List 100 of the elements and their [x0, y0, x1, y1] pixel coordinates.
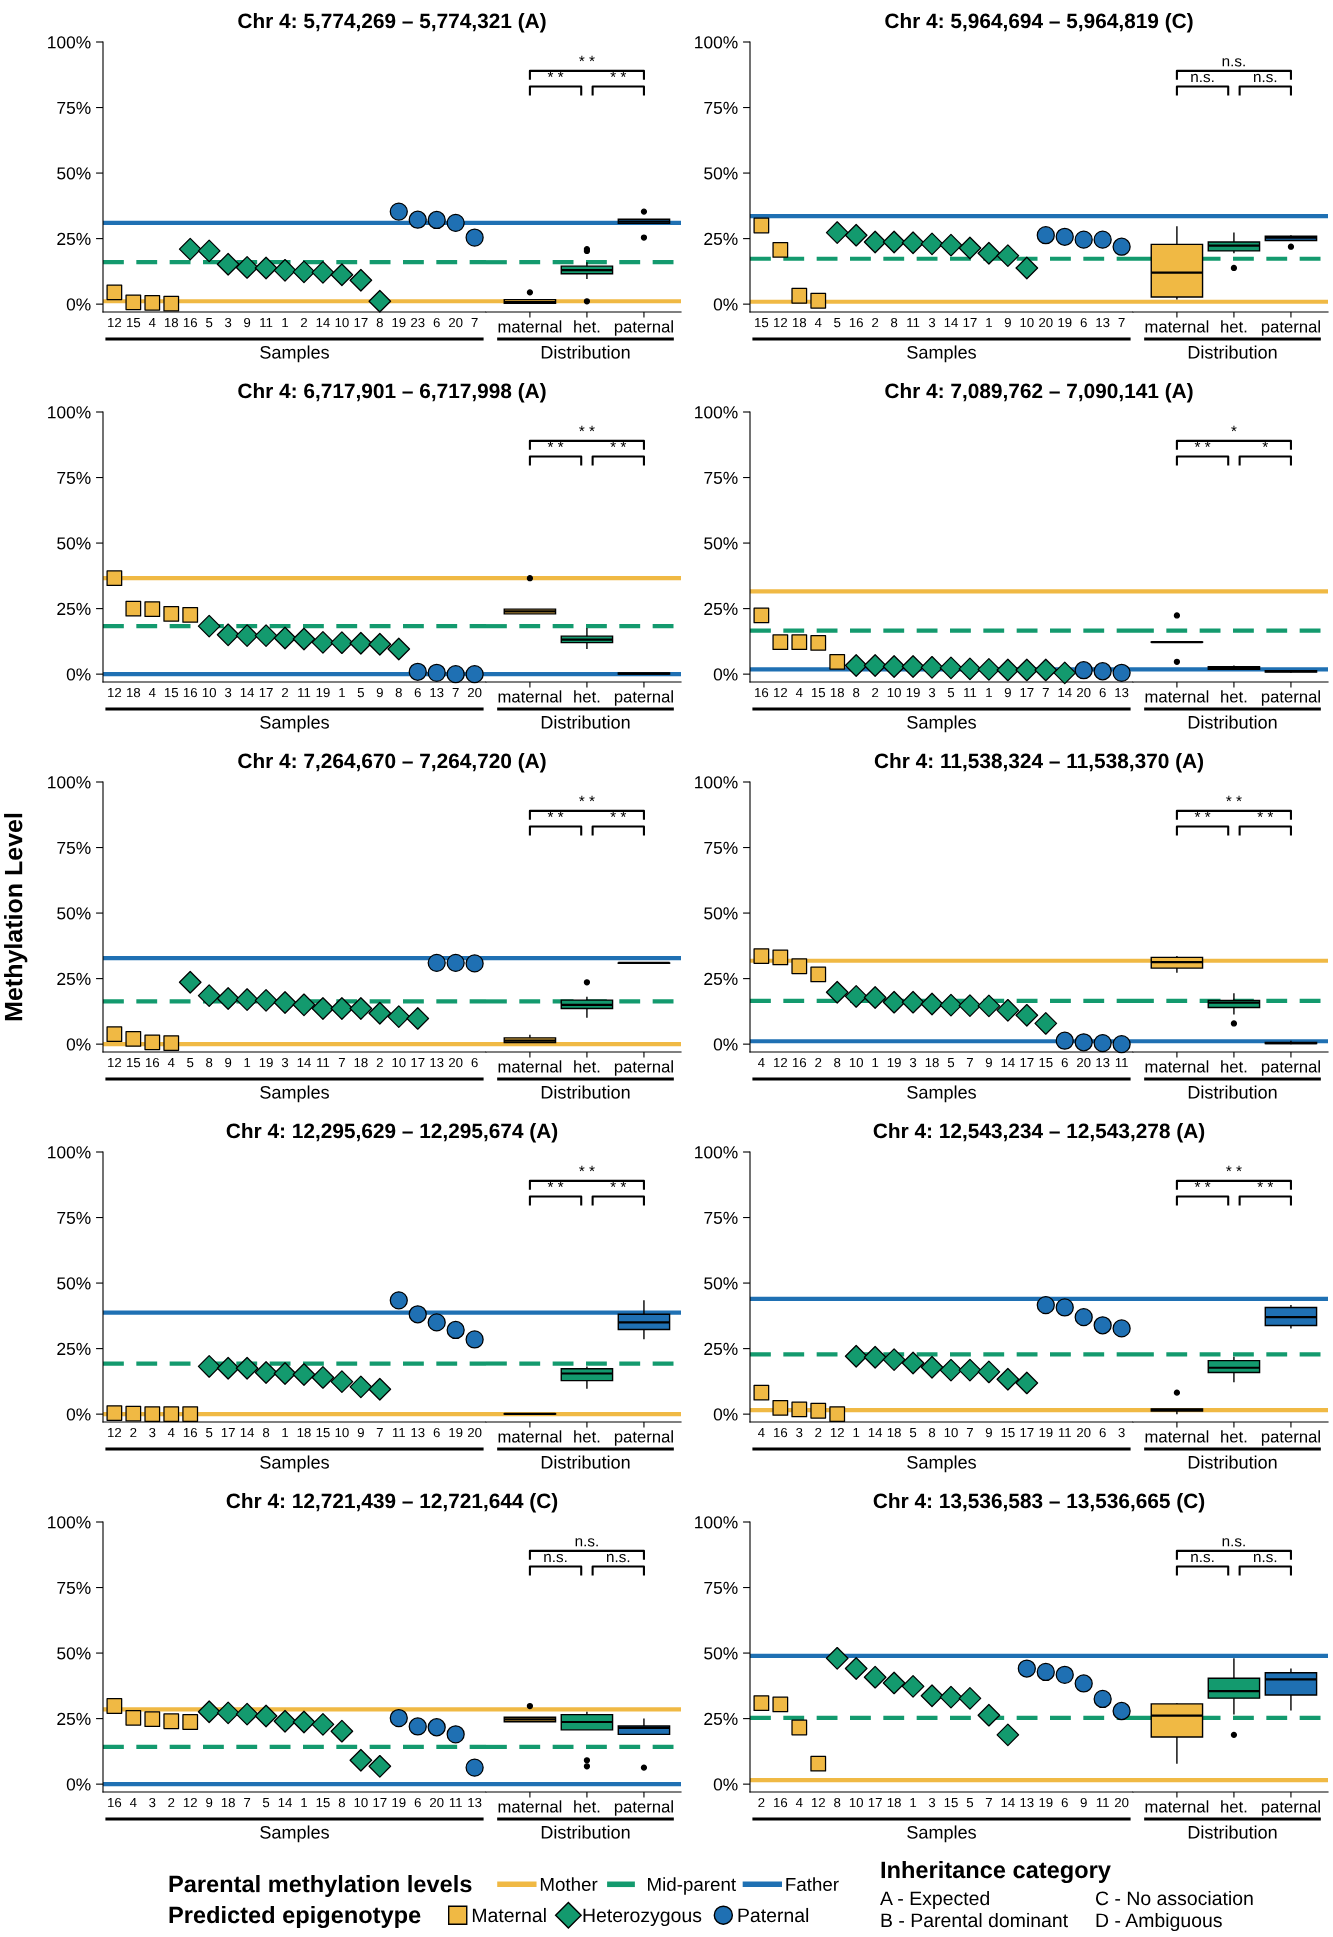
annotation: * *: [579, 55, 595, 62]
x-tick-label: 7: [1042, 688, 1049, 698]
x-tick-label: 3: [928, 317, 936, 328]
text: C - No association: [1095, 1890, 1253, 1906]
x-tick-label: 16: [774, 1797, 788, 1808]
x-tick-label: 7: [244, 1798, 251, 1808]
x-tick-label: 18: [925, 1057, 939, 1068]
x-tick-label: 10: [944, 1427, 958, 1438]
x-tick-label: 8: [891, 317, 898, 328]
x-tick-label: 15: [1001, 1428, 1015, 1438]
x-tick-label: 16: [183, 317, 197, 328]
x-tick-label: 17: [354, 318, 368, 328]
x-tick-label: 14: [1058, 688, 1072, 698]
annotation: n.s.: [1253, 1553, 1277, 1563]
text: Distribution: [1188, 1825, 1277, 1839]
x-tick-label: 13: [1115, 687, 1129, 698]
y-tick-label: 50%: [704, 537, 738, 550]
y-tick-label: 0%: [66, 668, 91, 681]
text: B - Parental dominant: [881, 1912, 1068, 1928]
annotation: * *: [579, 795, 595, 802]
x-tick-label: 15: [127, 1058, 141, 1068]
x-tick-label: 9: [376, 687, 383, 698]
x-tick-label: 7: [966, 1428, 973, 1438]
y-tick-label: 25%: [57, 602, 91, 616]
y-tick-label: 0%: [713, 1778, 738, 1791]
x-tick-label: 20: [1077, 1057, 1091, 1068]
annotation: n.s.: [1222, 58, 1245, 67]
x-tick-label: 7: [338, 1058, 345, 1068]
x-tick-label: 17: [1020, 688, 1034, 698]
x-tick-label: 1: [986, 318, 992, 328]
x-tick-label: het.: [574, 1430, 600, 1443]
x-tick-label: 10: [392, 1057, 406, 1068]
text: D - Ambiguous: [1096, 1912, 1222, 1932]
y-tick-label: 75%: [704, 1211, 738, 1224]
x-tick-label: 8: [262, 1427, 270, 1438]
x-tick-label: 4: [148, 318, 156, 328]
text: Predicted epigenotype: [169, 1905, 421, 1929]
annotation: *: [1262, 441, 1269, 447]
x-tick-label: 4: [758, 1058, 765, 1068]
x-tick-label: maternal: [1145, 1430, 1209, 1443]
x-tick-label: 19: [259, 1057, 273, 1068]
x-tick-label: 6: [414, 1797, 421, 1808]
text: Inheritance category: [881, 1860, 1111, 1884]
y-tick-label: 50%: [57, 167, 91, 180]
y-tick-label: 25%: [704, 602, 738, 616]
x-tick-label: 13: [1096, 317, 1110, 328]
x-tick-label: 6: [471, 1057, 478, 1068]
x-tick-label: 4: [795, 1798, 803, 1808]
x-tick-label: 12: [108, 1057, 122, 1068]
chart-title: Chr 4: 13,536,583 – 13,536,665 (C): [873, 1493, 1205, 1513]
x-tick-label: maternal: [498, 1060, 562, 1073]
x-tick-label: 18: [830, 687, 844, 698]
x-tick-label: 16: [792, 1057, 807, 1068]
text: Distribution: [541, 715, 630, 729]
x-tick-label: 17: [411, 1058, 425, 1068]
y-tick-label: 100%: [695, 1516, 738, 1529]
x-tick-label: 8: [834, 1057, 841, 1068]
x-tick-label: 4: [167, 1058, 175, 1068]
x-tick-label: het.: [1221, 1800, 1247, 1813]
x-tick-label: 8: [395, 687, 402, 698]
x-tick-label: 11: [1096, 1798, 1109, 1808]
y-tick-label: 0%: [66, 1778, 91, 1791]
y-tick-label: 25%: [57, 1342, 91, 1356]
x-tick-label: 17: [221, 1428, 235, 1438]
x-tick-label: 17: [1020, 1428, 1034, 1438]
x-tick-label: 1: [872, 1058, 879, 1068]
x-tick-label: paternal: [614, 690, 673, 706]
x-tick-label: 2: [300, 317, 307, 328]
x-tick-label: maternal: [498, 690, 562, 703]
x-tick-label: 4: [795, 688, 803, 698]
legend-label: Paternal: [738, 1907, 809, 1923]
x-tick-label: 5: [947, 688, 955, 698]
x-tick-label: 15: [127, 318, 141, 328]
x-tick-label: 9: [1004, 317, 1011, 328]
annotation: * *: [1257, 1181, 1274, 1187]
x-tick-label: 14: [1001, 1058, 1015, 1068]
x-tick-label: 3: [224, 687, 232, 698]
text: Distribution: [1188, 715, 1277, 729]
text: Distribution: [541, 345, 630, 359]
y-tick-label: 50%: [57, 1277, 91, 1290]
x-tick-label: 20: [448, 317, 463, 328]
text: Distribution: [1188, 345, 1277, 359]
x-tick-label: 2: [758, 1797, 765, 1808]
x-tick-label: 7: [452, 688, 459, 698]
x-tick-label: 19: [906, 687, 920, 698]
x-tick-label: paternal: [1261, 1800, 1320, 1816]
y-tick-label: 0%: [713, 668, 738, 681]
text: Samples: [260, 1455, 329, 1473]
y-tick-label: 100%: [695, 36, 738, 49]
chart-title: Chr 4: 5,964,694 – 5,964,819 (C): [885, 13, 1193, 33]
x-tick-label: 2: [872, 687, 879, 698]
x-tick-label: 3: [281, 1057, 289, 1068]
x-tick-label: 18: [792, 317, 807, 328]
x-tick-label: 4: [148, 688, 156, 698]
x-tick-label: 7: [985, 1798, 992, 1808]
y-tick-label: 100%: [695, 1146, 738, 1159]
x-tick-label: 6: [433, 1427, 440, 1438]
x-tick-label: paternal: [1261, 690, 1320, 706]
x-tick-label: maternal: [498, 320, 562, 333]
x-tick-label: 5: [206, 318, 213, 328]
